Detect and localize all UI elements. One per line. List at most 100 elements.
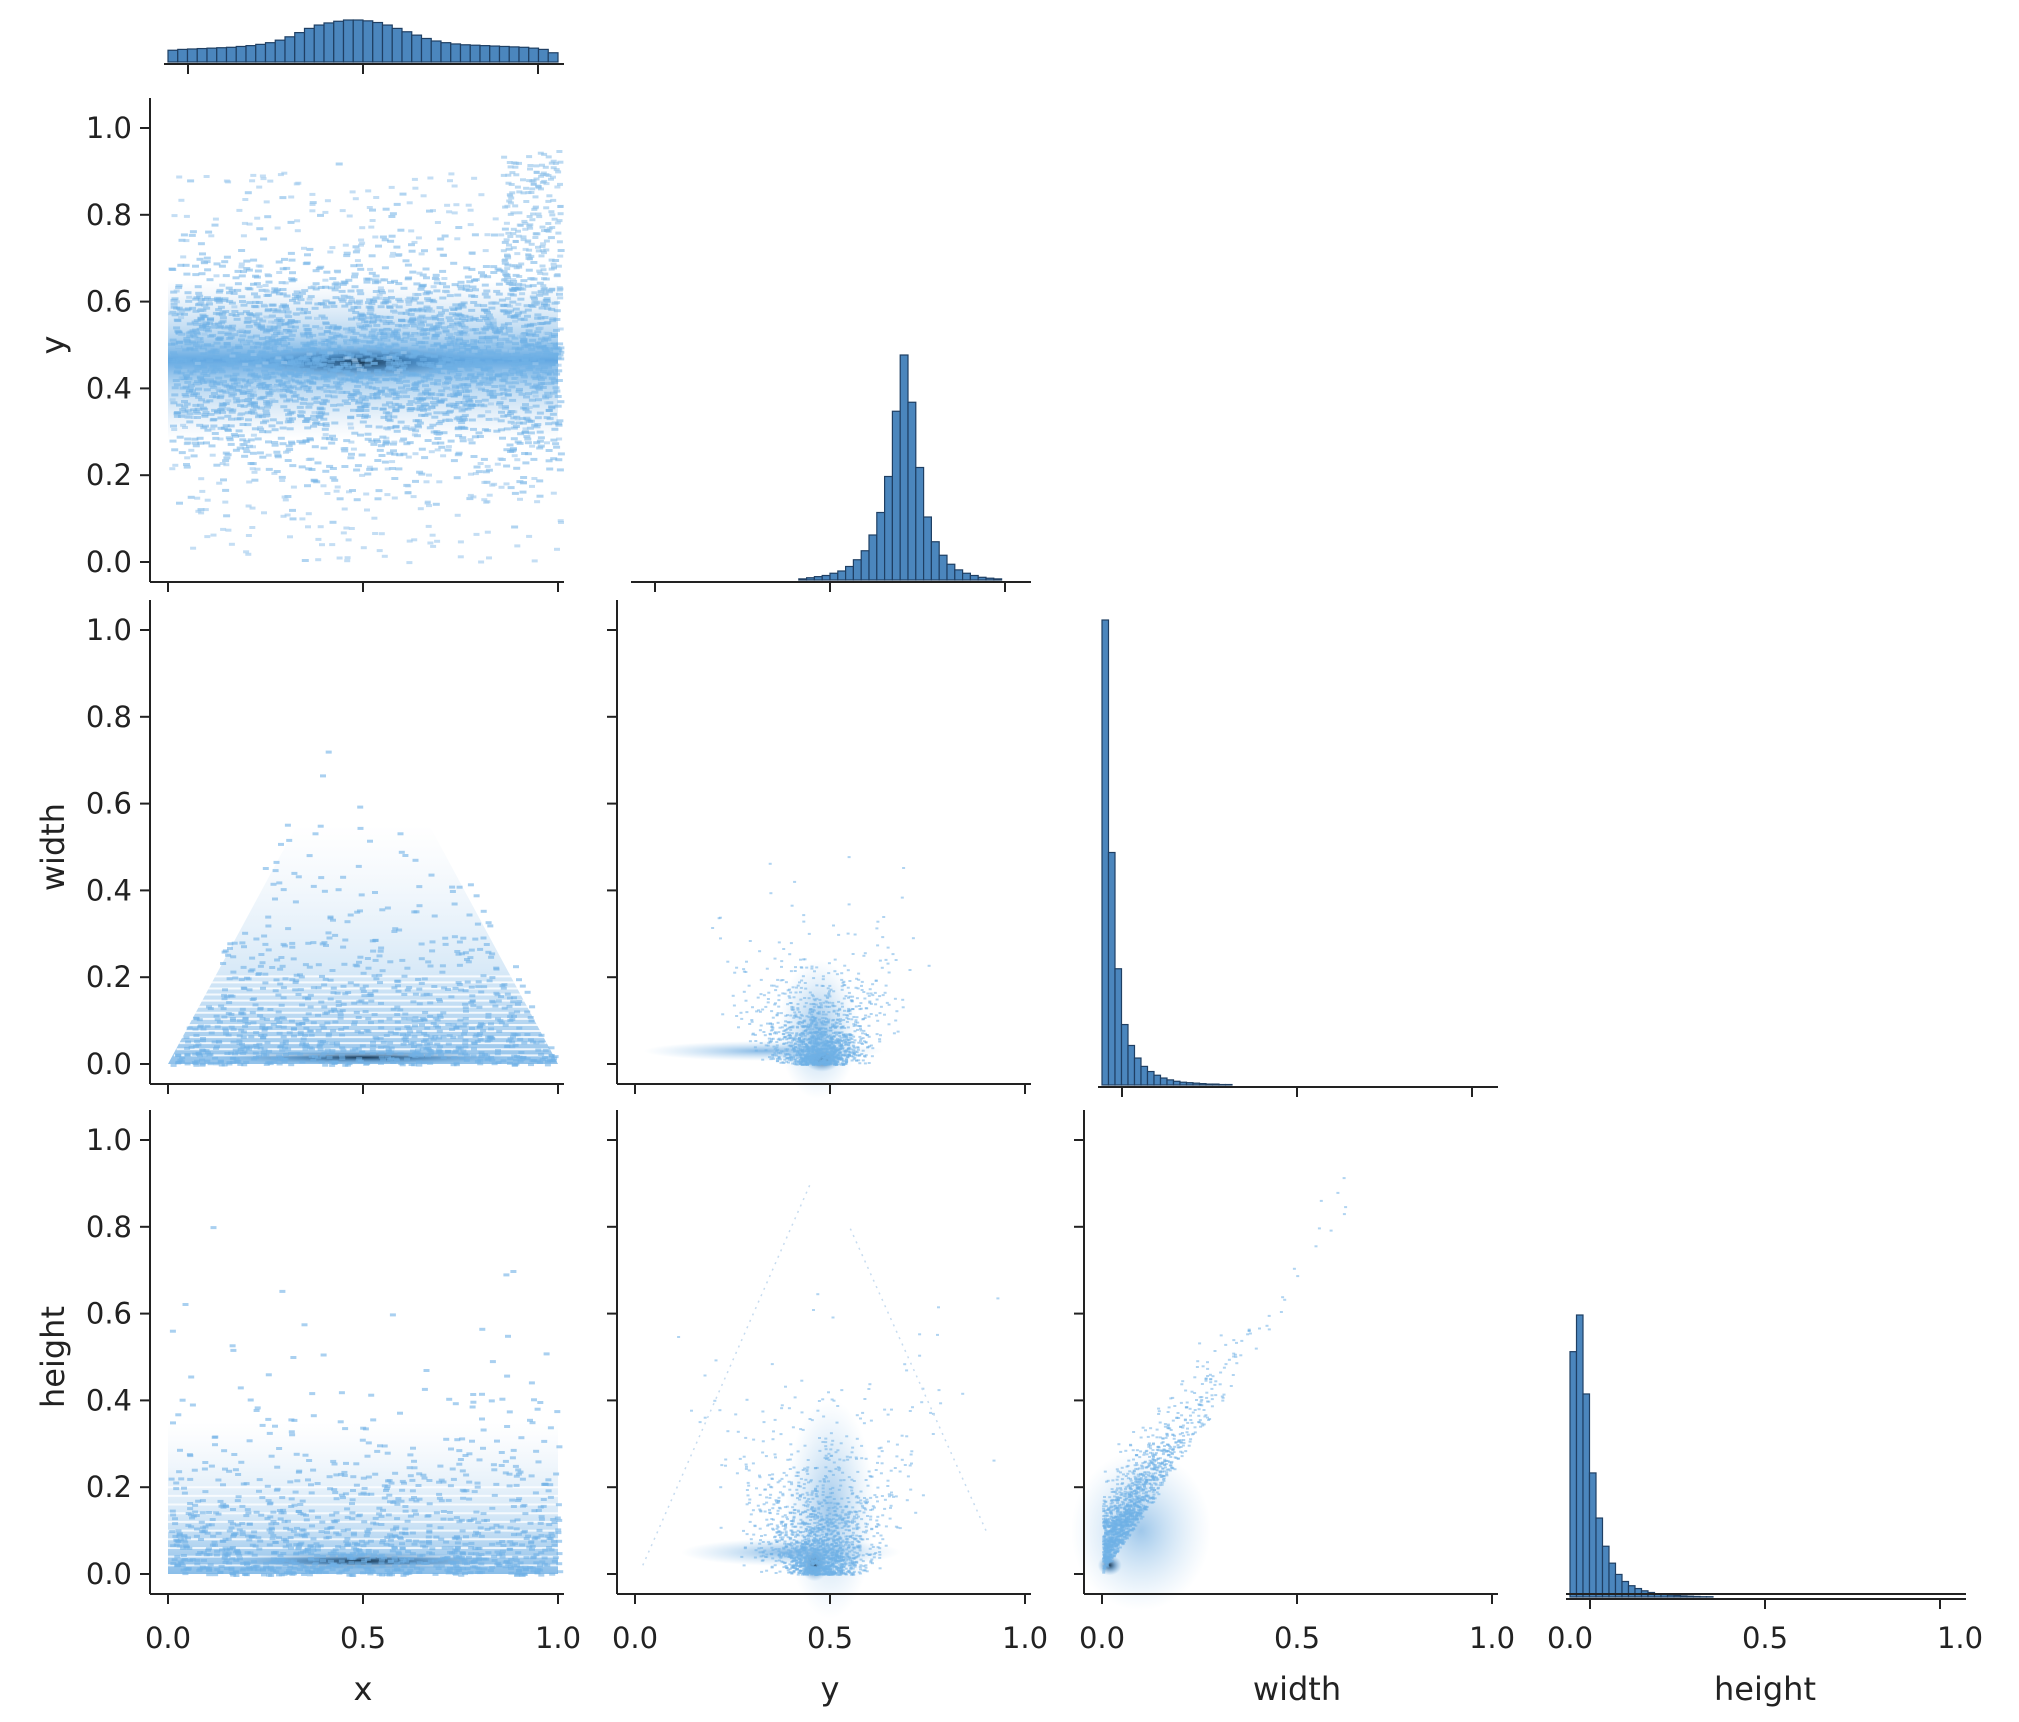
hist-bar-x: [479, 45, 491, 63]
hist-bar-y: [852, 559, 862, 581]
hist-bar-y: [876, 511, 886, 581]
bivariate-hist-x-height: [168, 1226, 564, 1577]
hist-bar-width: [1127, 1044, 1136, 1086]
density-trapezoid: [168, 825, 558, 1064]
hist-bar-width: [1114, 968, 1123, 1086]
hist-bar-y: [930, 541, 940, 581]
hist-bar-x: [284, 36, 296, 63]
hist-bar-height: [1634, 1587, 1643, 1598]
hist-bar-width: [1198, 1083, 1207, 1086]
hist-bar-x: [469, 44, 481, 63]
x-tick-label: 0.5: [340, 1621, 386, 1655]
hist-bar-width: [1153, 1074, 1162, 1086]
hist-bar-y: [915, 466, 925, 581]
hist-bar-height: [1588, 1472, 1597, 1598]
y-tick-label: 1.0: [86, 111, 132, 145]
y-tick-label: 0.6: [86, 285, 132, 319]
hist-bar-width: [1133, 1057, 1142, 1086]
hist-bar-x: [342, 19, 354, 63]
x-tick-label: 1.0: [1937, 1621, 1983, 1655]
hist-bar-y: [868, 534, 878, 581]
hist-bar-y: [922, 516, 932, 581]
y-tick-label: 0.0: [86, 545, 132, 579]
density-layer: [168, 150, 1348, 1619]
hist-bar-y: [844, 565, 854, 581]
hist-bar-y: [954, 569, 964, 581]
y-tick-label: 0.4: [86, 873, 132, 907]
hist-bar-x: [420, 37, 432, 63]
bivariate-hist-y-height: [677, 1293, 1000, 1576]
y-tick-label: 0.0: [86, 1047, 132, 1081]
hist-bar-y: [961, 572, 971, 581]
y-tick-label: 1.0: [86, 613, 132, 647]
hist-bar-width: [1107, 851, 1116, 1086]
y-axis-label-height: height: [34, 1306, 72, 1408]
x-tick-label: 0.0: [145, 1621, 191, 1655]
hist-bar-width: [1146, 1070, 1155, 1086]
hist-bar-x: [235, 45, 247, 63]
hist-bar-y: [899, 354, 909, 581]
y-tick-label: 0.2: [86, 458, 132, 492]
hist-bar-y: [907, 401, 917, 581]
y-tick-label: 0.2: [86, 960, 132, 994]
hist-bar-height: [1582, 1393, 1591, 1598]
bivariate-hist-x-y-corner: [500, 150, 564, 305]
axes-layer: [140, 63, 1966, 1609]
hist-bar-width: [1101, 619, 1110, 1086]
x-axis-label-y: y: [821, 1670, 840, 1708]
hist-bar-y: [837, 570, 847, 581]
hist-bar-x: [245, 45, 257, 63]
hist-bar-x: [196, 47, 208, 63]
hist-bar-height: [1627, 1585, 1636, 1598]
hist-bar-x: [508, 46, 520, 63]
hist-bar-x: [186, 48, 198, 63]
hist-bar-y: [860, 550, 870, 581]
hist-bar-width: [1159, 1077, 1168, 1086]
hist-bar-x: [206, 47, 218, 63]
hist-bar-height: [1595, 1517, 1604, 1598]
text-layer: 0.0 0.2 0.4 0.6 0.8 1.0 0.0 0.2 0.4 0.6 0.8 1.0 0.0 0…: [34, 111, 1983, 1708]
hist-bar-width: [1179, 1081, 1188, 1086]
x-axis-label-width: width: [1253, 1670, 1341, 1708]
hist-bar-x: [372, 21, 384, 63]
y-tick-label: 0.4: [86, 371, 132, 405]
hist-bar-x: [255, 43, 267, 63]
y-tick-label: 0.8: [86, 700, 132, 734]
hist-bar-x: [498, 45, 510, 63]
y-tick-label: 0.6: [86, 787, 132, 821]
hist-bar-x: [323, 22, 335, 63]
x-axis-label-x: x: [354, 1670, 373, 1708]
hist-bar-x: [537, 48, 549, 63]
hist-bar-y: [805, 577, 815, 581]
hist-bar-x: [333, 20, 345, 63]
hist-bar-y: [798, 578, 808, 581]
hist-bar-y: [821, 574, 831, 581]
x-tick-label: 1.0: [1469, 1621, 1515, 1655]
hist-bar-x: [430, 40, 442, 63]
hist-bar-width: [1211, 1083, 1220, 1086]
hist-bar-y: [891, 410, 901, 581]
hist-bar-x: [401, 31, 413, 63]
hist-bar-x: [294, 31, 306, 63]
x-tick-label: 1.0: [535, 1621, 581, 1655]
hist-bar-x: [440, 42, 452, 63]
hist-bar-height: [1686, 1595, 1695, 1598]
x-tick-label: 1.0: [1002, 1621, 1048, 1655]
x-tick-label: 0.5: [807, 1621, 853, 1655]
hist-bar-x: [411, 34, 423, 63]
y-axis-label-y: y: [34, 336, 72, 355]
hist-bar-width: [1140, 1065, 1149, 1086]
bivariate-hist-y-width: [711, 856, 931, 1066]
hist-bar-x: [459, 44, 471, 63]
hist-bar-y: [993, 578, 1003, 581]
x-tick-label: 0.5: [1274, 1621, 1320, 1655]
hist-bar-height: [1692, 1595, 1701, 1598]
hist-bar-x: [313, 24, 325, 63]
bivariate-hist-x-width: [170, 750, 559, 1067]
x-axis-label-height: height: [1714, 1670, 1816, 1708]
hist-bar-y: [969, 574, 979, 581]
hist-bar-y: [985, 577, 995, 581]
hist-bar-x: [362, 20, 374, 63]
hist-bar-x: [450, 43, 462, 63]
hist-bar-x: [167, 49, 179, 63]
